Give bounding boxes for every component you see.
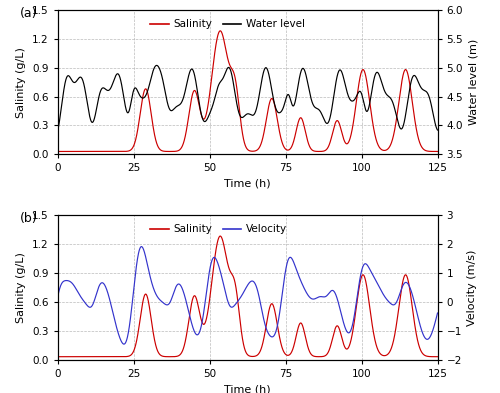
Text: (a): (a)	[20, 7, 37, 20]
Y-axis label: Salinity (g/L): Salinity (g/L)	[16, 47, 26, 118]
X-axis label: Time (h): Time (h)	[224, 179, 271, 189]
Y-axis label: Velocity (m/s): Velocity (m/s)	[468, 249, 477, 325]
Legend: Salinity, Velocity: Salinity, Velocity	[146, 220, 291, 239]
Text: (b): (b)	[20, 212, 37, 225]
Legend: Salinity, Water level: Salinity, Water level	[146, 15, 309, 33]
X-axis label: Time (h): Time (h)	[224, 384, 271, 393]
Y-axis label: Water level (m): Water level (m)	[468, 39, 478, 125]
Y-axis label: Salinity (g/L): Salinity (g/L)	[16, 252, 26, 323]
